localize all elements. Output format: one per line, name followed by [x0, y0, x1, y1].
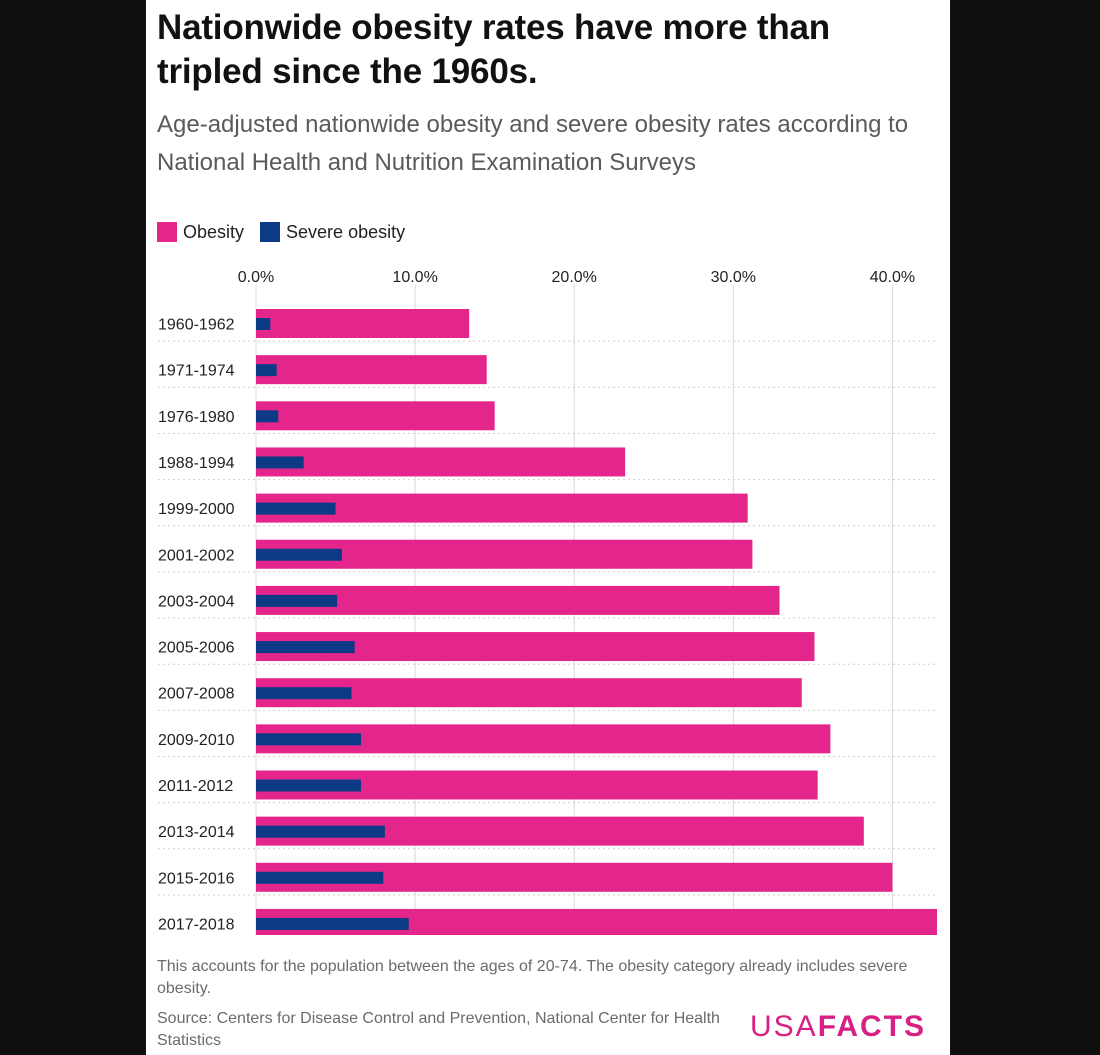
category-label: 2007-2008 — [158, 686, 235, 703]
category-label: 1971-1974 — [158, 363, 235, 380]
x-tick-label: 40.0% — [870, 269, 915, 286]
bar-obesity — [256, 401, 495, 431]
bar-severe-obesity — [256, 825, 385, 838]
bar-severe-obesity — [256, 641, 355, 654]
chart-subtitle: Age-adjusted nationwide obesity and seve… — [157, 111, 909, 176]
legend-label-obesity: Obesity — [183, 221, 245, 242]
bar-severe-obesity — [256, 687, 352, 700]
category-label: 2015-2016 — [158, 870, 235, 887]
bar-severe-obesity — [256, 548, 342, 561]
logo-facts: FACTS — [817, 1010, 927, 1043]
chart-title: Nationwide obesity rates have more than … — [157, 8, 830, 91]
legend-swatch-severe-obesity — [260, 222, 281, 242]
category-label: 1999-2000 — [158, 501, 235, 518]
usafacts-logo: USAFACTS — [750, 1009, 926, 1045]
x-tick-label: 30.0% — [711, 269, 756, 286]
legend-swatch-obesity — [157, 222, 177, 242]
bar-obesity — [256, 355, 487, 385]
category-label: 2005-2006 — [158, 640, 235, 657]
category-label: 2001-2002 — [158, 547, 235, 564]
bar-severe-obesity — [256, 733, 362, 746]
bar-severe-obesity — [256, 594, 338, 607]
bar-severe-obesity — [256, 779, 362, 792]
legend-item-severe-obesity: Severe obesity — [260, 222, 405, 243]
bar-severe-obesity — [256, 364, 277, 377]
bar-chart: 0.0% 10.0% 20.0% 30.0% 40.0% 1960-1962 1971-19… — [158, 269, 937, 935]
category-label: 2013-2014 — [158, 824, 235, 841]
bar-severe-obesity — [256, 917, 409, 930]
x-tick-label: 0.0% — [238, 269, 274, 286]
category-label: 2017-2018 — [158, 916, 235, 933]
bar-severe-obesity — [256, 318, 271, 330]
logo-usa: USA — [750, 1010, 818, 1043]
bar-obesity — [256, 585, 780, 615]
category-label: 2009-2010 — [158, 732, 235, 749]
category-label: 1988-1994 — [158, 455, 235, 472]
x-tick-label: 20.0% — [552, 269, 597, 286]
bar-obesity — [256, 309, 470, 338]
category-label: 1976-1980 — [158, 409, 235, 426]
x-tick-label: 10.0% — [392, 269, 437, 286]
legend-label-severe-obesity: Severe obesity — [286, 221, 406, 242]
chart-card: Nationwide obesity rates have more than … — [146, 0, 950, 1055]
source-note: Source: Centers for Disease Control and … — [157, 1010, 720, 1049]
bar-severe-obesity — [256, 456, 304, 469]
category-label: 2011-2012 — [158, 778, 233, 795]
bar-severe-obesity — [256, 502, 336, 515]
footnote: This accounts for the population between… — [157, 958, 908, 997]
bar-severe-obesity — [256, 871, 384, 884]
bar-obesity — [256, 493, 748, 523]
category-label: 1960-1962 — [158, 317, 235, 334]
category-label: 2003-2004 — [158, 593, 235, 610]
legend: Obesity Severe obesity — [157, 219, 421, 245]
bar-obesity — [256, 447, 626, 477]
legend-item-obesity: Obesity — [157, 222, 244, 243]
bar-severe-obesity — [256, 410, 279, 423]
